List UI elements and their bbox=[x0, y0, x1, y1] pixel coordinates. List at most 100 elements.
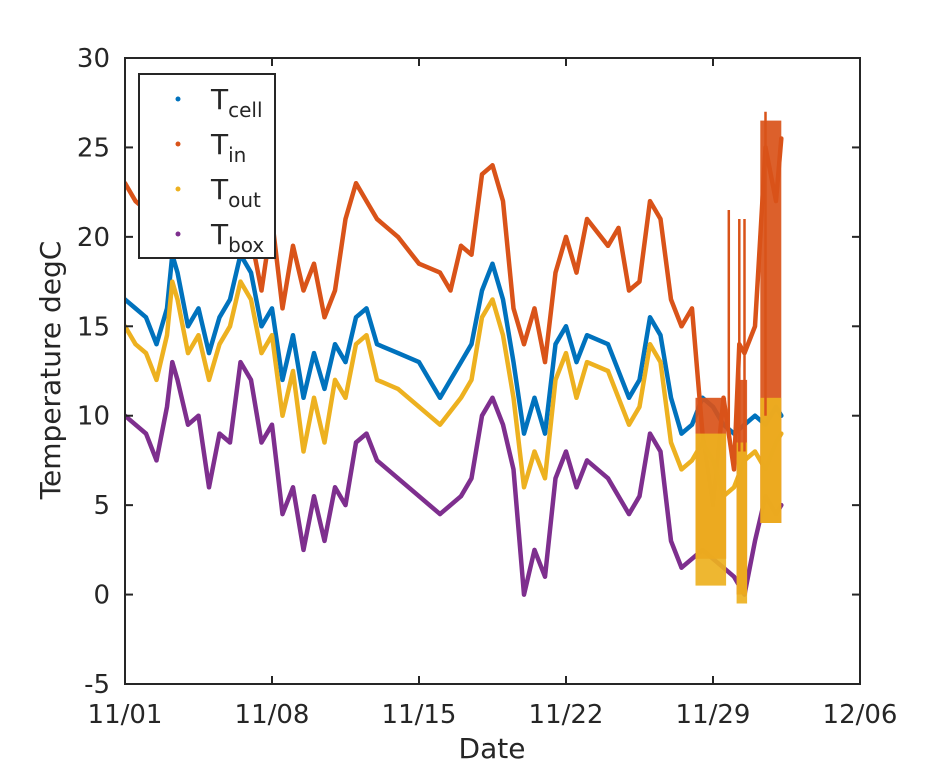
series-out-point bbox=[627, 422, 631, 427]
series-cell-point bbox=[553, 342, 558, 347]
series-out-point bbox=[165, 333, 169, 338]
series-out-point bbox=[270, 333, 274, 338]
series-cell-point bbox=[249, 270, 253, 275]
series-in-point bbox=[459, 243, 463, 248]
x-tick-label: 11/08 bbox=[235, 700, 310, 730]
series-box-point bbox=[228, 440, 232, 445]
series-cell-point bbox=[658, 333, 663, 338]
series-cell-point bbox=[637, 377, 642, 382]
series-cell-point bbox=[144, 315, 148, 320]
series-cell-point bbox=[490, 261, 495, 266]
series-in-point bbox=[753, 324, 757, 329]
series-out-point bbox=[312, 395, 316, 400]
series-in-point bbox=[438, 270, 442, 275]
series-box-point bbox=[343, 503, 348, 508]
series-box-point bbox=[217, 431, 222, 436]
y-tick-label: 20 bbox=[77, 223, 110, 253]
series-out-point bbox=[522, 485, 526, 490]
series-cell-point bbox=[574, 360, 579, 365]
legend-marker-box bbox=[175, 231, 181, 237]
series-box-point bbox=[690, 556, 694, 561]
series-box-point bbox=[280, 512, 285, 517]
series-cell-point bbox=[291, 333, 295, 338]
legend-entry-out: Tout bbox=[210, 173, 261, 212]
series-cell-point bbox=[669, 395, 673, 400]
series-in-point bbox=[648, 199, 652, 204]
series-in-point bbox=[532, 306, 537, 311]
series-in-point bbox=[490, 163, 495, 168]
series-out-dense-band bbox=[736, 442, 748, 604]
series-cell-point bbox=[343, 360, 348, 365]
series-out-point bbox=[732, 485, 736, 490]
series-box-point bbox=[459, 494, 463, 499]
series-cell-point bbox=[364, 306, 369, 311]
series-box-point bbox=[522, 592, 526, 597]
series-out-point bbox=[291, 369, 295, 373]
series-out-point bbox=[648, 342, 652, 347]
series-in-point bbox=[585, 217, 589, 221]
series-out-point bbox=[196, 333, 201, 338]
series-cell-point bbox=[280, 377, 285, 382]
series-cell-point bbox=[690, 422, 694, 427]
series-in-point bbox=[553, 270, 558, 275]
series-in-point bbox=[259, 288, 264, 293]
series-in-point bbox=[333, 288, 337, 293]
series-in-point bbox=[291, 243, 295, 248]
series-in-point bbox=[354, 181, 358, 186]
series-in-point bbox=[133, 199, 138, 204]
series-cell-point bbox=[175, 270, 180, 275]
series-out-point bbox=[679, 467, 684, 472]
series-out-point bbox=[133, 342, 138, 347]
series-out-dense-band bbox=[695, 433, 727, 586]
series-out-point bbox=[249, 297, 253, 302]
series-out-point bbox=[690, 458, 694, 463]
series-box-point bbox=[165, 404, 169, 409]
plot-data-layer bbox=[125, 111, 784, 604]
series-out-point bbox=[574, 395, 579, 400]
series-in-point bbox=[658, 217, 663, 221]
series-in-point bbox=[543, 360, 547, 365]
x-axis-label: Date bbox=[459, 732, 526, 765]
series-in-point bbox=[322, 315, 327, 320]
y-axis-label: Temperature degC bbox=[34, 241, 67, 501]
series-in-point bbox=[627, 288, 631, 293]
y-tick-label: 30 bbox=[77, 44, 110, 74]
x-tick-label: 11/15 bbox=[382, 700, 457, 730]
series-cell-point bbox=[501, 297, 505, 302]
series-in-point bbox=[690, 306, 694, 311]
series-out-point bbox=[637, 404, 642, 409]
series-cell-point bbox=[154, 342, 159, 347]
series-box-point bbox=[154, 458, 159, 463]
series-box-point bbox=[364, 431, 369, 436]
series-box-point bbox=[375, 458, 379, 463]
series-in-point bbox=[574, 270, 579, 275]
series-cell-point bbox=[438, 395, 442, 400]
series-out-point bbox=[532, 449, 537, 454]
series-in-point bbox=[301, 288, 306, 293]
series-cell-point bbox=[459, 360, 463, 365]
series-cell-point bbox=[217, 315, 222, 320]
series-out-point bbox=[543, 476, 547, 481]
series-in-point bbox=[669, 297, 673, 302]
series-in-point bbox=[732, 467, 736, 472]
series-in-point bbox=[522, 342, 526, 347]
series-out-point bbox=[259, 351, 264, 356]
series-out-point bbox=[417, 404, 421, 409]
series-box-point bbox=[490, 395, 495, 400]
series-cell-point bbox=[396, 351, 400, 356]
series-box-point bbox=[732, 574, 736, 579]
series-box-point bbox=[753, 538, 757, 543]
series-in-point bbox=[312, 261, 316, 266]
series-out-point bbox=[396, 386, 400, 391]
series-box-point bbox=[501, 422, 505, 427]
series-cell-point bbox=[301, 395, 306, 400]
series-out-point bbox=[501, 333, 505, 338]
series-box-point bbox=[238, 360, 243, 365]
legend-marker-in bbox=[175, 141, 181, 147]
y-tick-label: 5 bbox=[93, 491, 110, 521]
series-cell-point bbox=[606, 342, 610, 347]
series-cell-point bbox=[627, 395, 631, 400]
series-out-dense-band bbox=[760, 397, 782, 523]
series-in-point bbox=[616, 225, 621, 230]
